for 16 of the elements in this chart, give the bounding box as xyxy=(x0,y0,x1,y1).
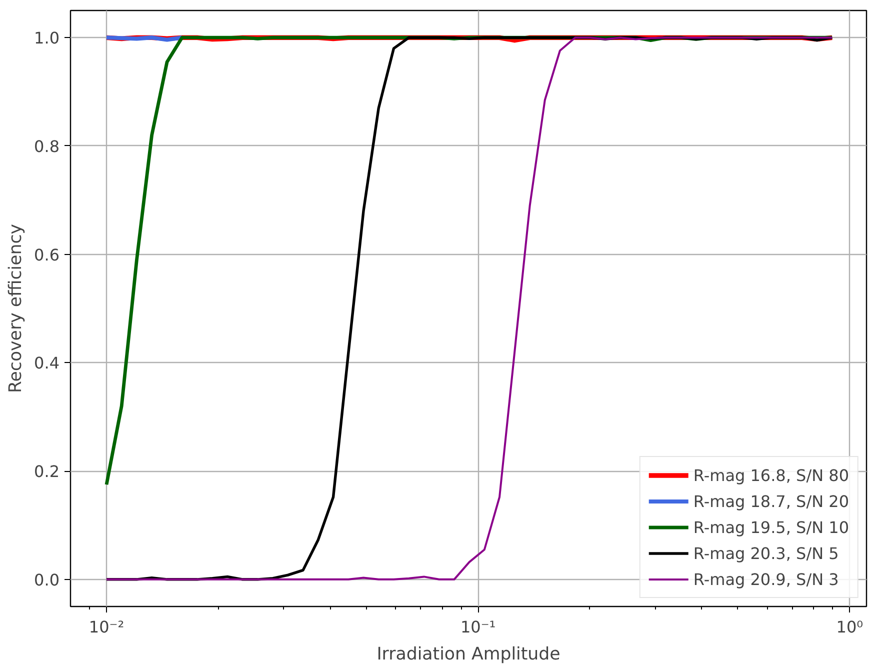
x-tick-label: 10⁻¹ xyxy=(460,618,496,636)
y-tick-label: 0.6 xyxy=(34,245,60,264)
y-tick-label: 0.0 xyxy=(34,570,60,590)
y-tick-label: 0.2 xyxy=(34,462,60,482)
x-tick-label: 10⁰ xyxy=(836,618,864,636)
x-tick-label: 10⁻² xyxy=(88,618,124,636)
legend-label: R-mag 20.9, S/N 3 xyxy=(693,570,839,588)
legend-label: R-mag 18.7, S/N 20 xyxy=(693,492,849,510)
y-tick-label: 0.4 xyxy=(34,354,60,373)
legend-label: R-mag 16.8, S/N 80 xyxy=(693,466,849,484)
x-axis-title: Irradiation Amplitude xyxy=(376,644,560,664)
y-tick-label: 1.0 xyxy=(34,28,60,48)
legend-label: R-mag 19.5, S/N 10 xyxy=(693,518,849,536)
y-axis-title: Recovery efficiency xyxy=(6,224,26,394)
legend-label: R-mag 20.3, S/N 5 xyxy=(693,544,839,562)
y-tick-label: 0.8 xyxy=(34,136,60,156)
